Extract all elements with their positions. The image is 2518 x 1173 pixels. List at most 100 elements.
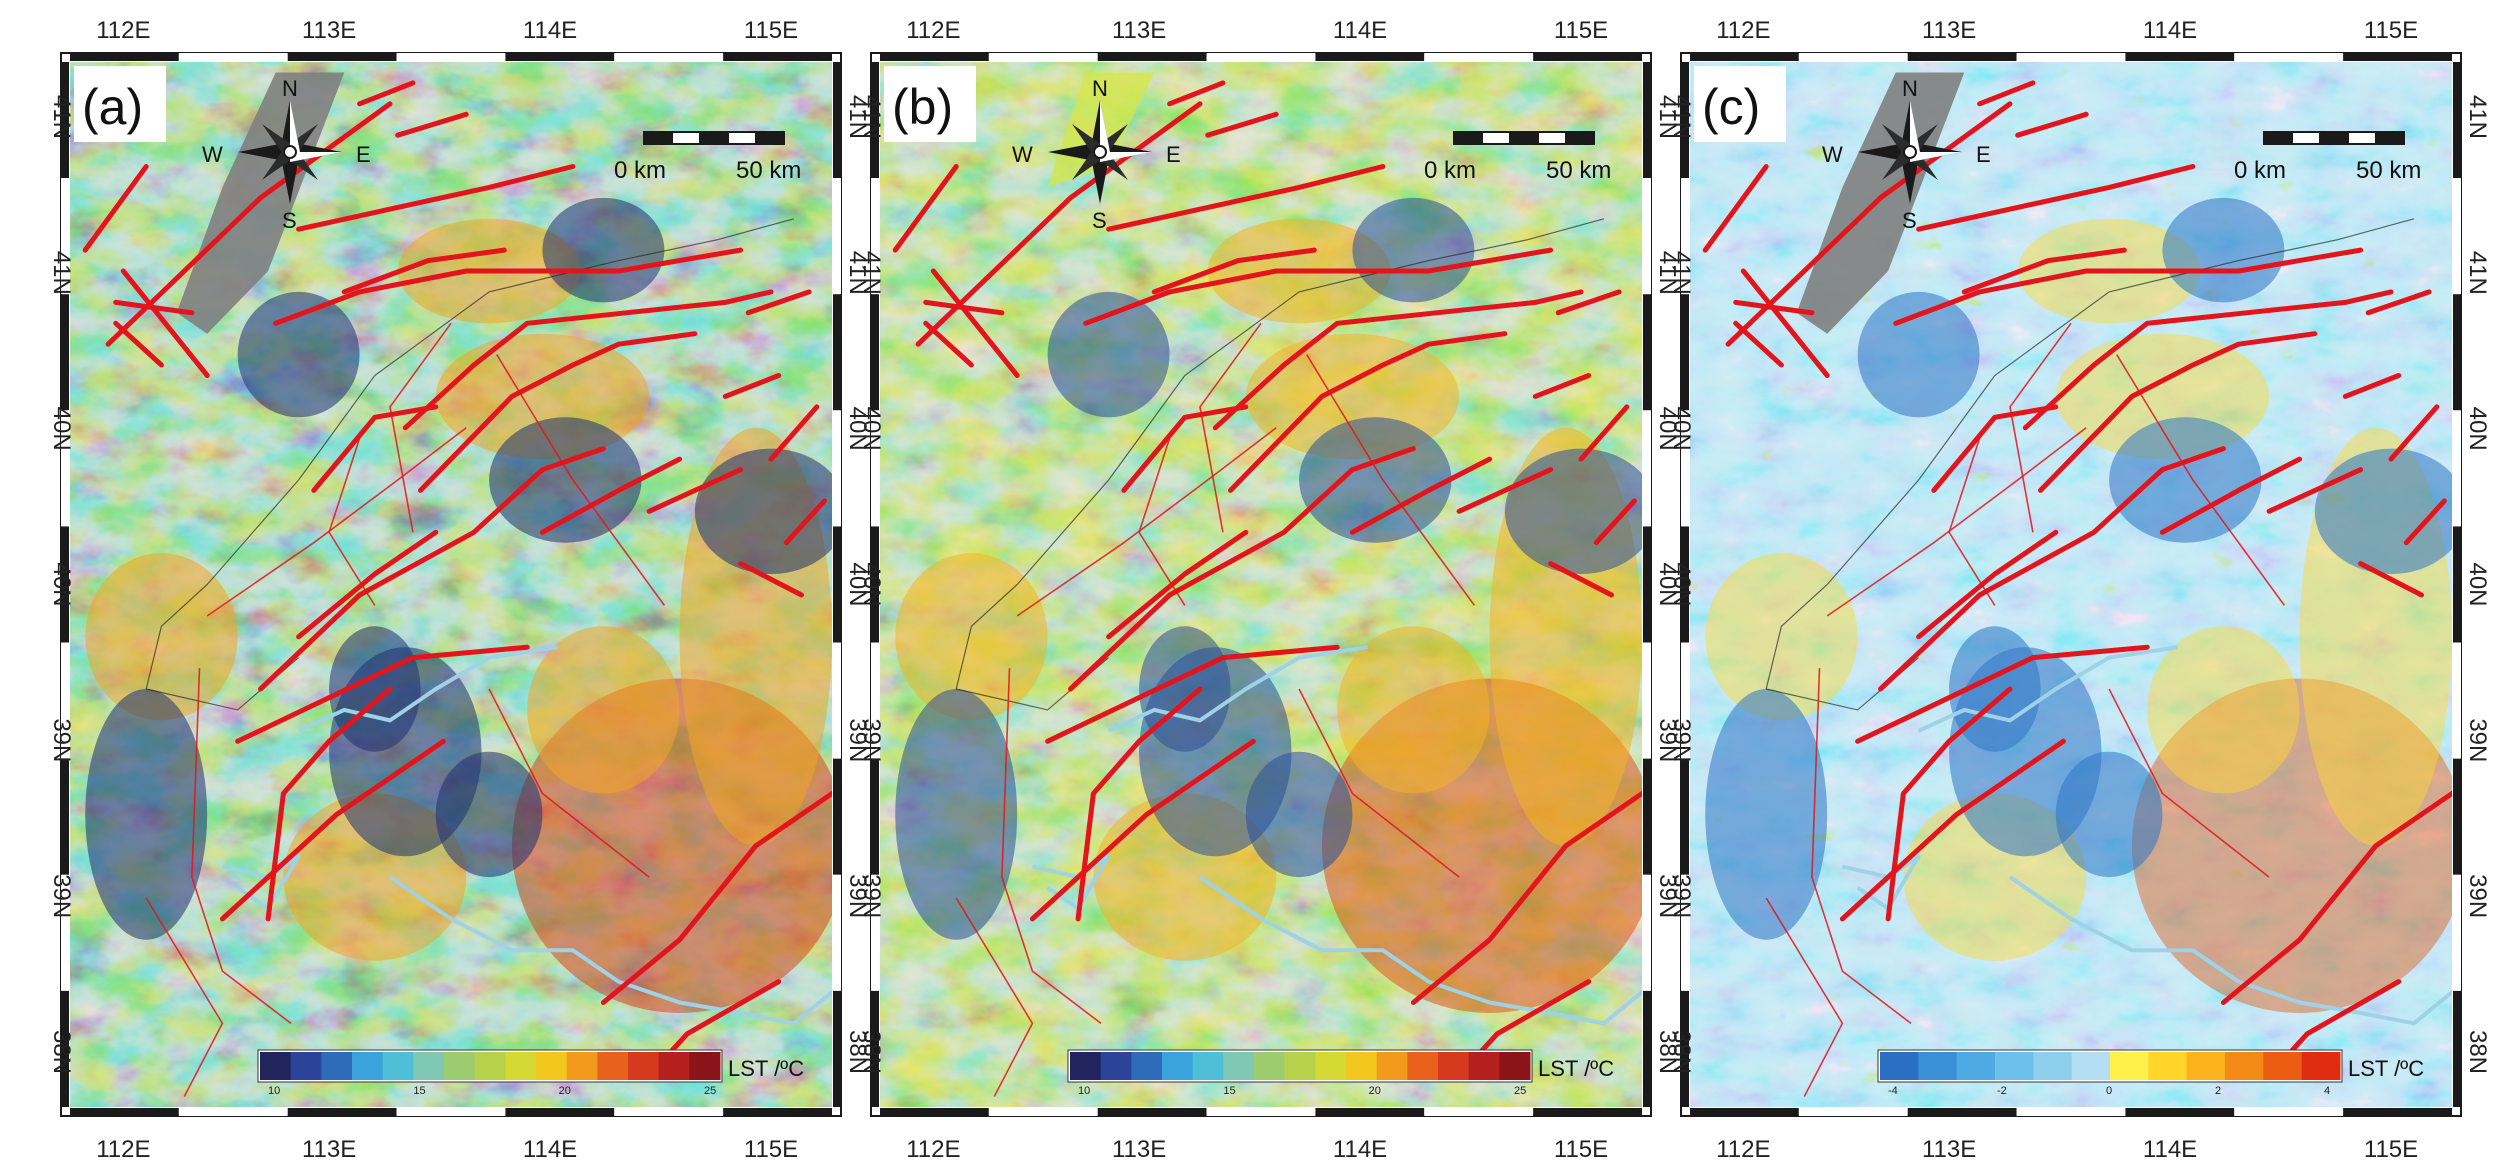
legend-swatch [474,1052,506,1080]
fault-line [1228,331,1508,493]
frame-tick-bottom [396,1108,506,1116]
legend-swatch [658,1052,690,1080]
x-axis-label-bottom: 115E [1554,1136,1608,1163]
minor-fault [145,897,224,1097]
frame-tick-top [614,53,724,61]
fault-line [113,299,195,316]
fault-line [1740,268,1830,378]
fault-line [395,111,469,138]
x-axis-label-top: 113E [1922,17,1976,44]
x-axis-label-bottom: 112E [906,1136,960,1163]
legend-swatch [2225,1052,2264,1080]
legend-swatch [1346,1052,1378,1080]
x-axis-label-bottom: 113E [302,1136,356,1163]
fault-line [2365,289,2432,316]
frame-tick-bottom [1690,1108,1799,1116]
minor-fault [2108,688,2270,878]
legend-swatch [352,1052,384,1080]
minor-fault [328,437,376,606]
fault-line [1878,446,2226,692]
basin-boundary [970,218,1605,627]
scale-segment [1509,131,1539,145]
scale-end-label: 50 km [1546,157,1611,184]
lst-legend: LST /ºC 10 15 20 25 [1067,1049,1614,1097]
frame-tick-right [2453,410,2461,527]
map-raster [1690,62,2452,1107]
x-axis-label-top: 112E [96,17,150,44]
frame-tick-bottom [2016,1108,2126,1116]
fault-line [1839,738,2066,922]
frame-tick-left [871,410,879,527]
fault-line [539,456,683,535]
y-axis-label-left: 40N [858,562,885,606]
y-axis-label-right: 41N [1654,95,1681,139]
legend-tick-label: 2 [2215,1085,2221,1097]
legend-swatch [1468,1052,1500,1080]
compass-north-label: N [1092,76,1108,101]
compass-rose-icon: N S E W [202,76,371,233]
minor-fault [496,354,666,606]
frame-tick-right [833,990,841,1107]
legend-swatch [1070,1052,1102,1080]
fault-line [2403,498,2447,546]
frame-tick-top [2343,53,2452,61]
river-line [1107,645,1368,733]
compass-west-label: W [1012,142,1033,167]
frame-tick-left [61,526,69,643]
legend-swatch [2263,1052,2303,1080]
frame-tick-bottom [723,1108,832,1116]
fault-line [1893,247,2364,326]
frame-tick-left [871,990,879,1107]
frame-tick-right [833,178,841,295]
minor-fault [1298,688,1460,878]
scale-segment [1537,131,1567,145]
frame-tick-top [2016,53,2126,61]
compass-rose-icon: N S E W [1822,76,1991,233]
frame-tick-right [1643,758,1651,875]
frame-tick-left [871,642,879,759]
frame-tick-right [833,874,841,991]
frame-tick-left [871,874,879,991]
panel-label: (c) [1702,79,1760,135]
cold-zone [1245,751,1353,878]
scale-bar: 0 km 50 km [2234,131,2421,184]
frame-tick-left [61,178,69,295]
frame-tick-right [2453,294,2461,411]
fault-line [418,331,698,493]
fault-line [357,80,416,107]
river-line [297,645,558,733]
cold-zone [1857,291,1980,418]
fault-line [1977,80,2036,107]
frame-tick-right [1643,62,1651,179]
legend-swatch [2033,1052,2073,1080]
panel-label: (b) [892,79,953,135]
y-axis-label-left: 41N [48,95,75,139]
frame-tick-top [178,53,288,61]
fault-line [1075,686,1203,922]
compass-center [1093,145,1107,159]
panel-label-box [1694,66,1786,142]
fault-line [120,268,210,378]
frame-tick-right [1643,990,1651,1107]
fault-line [1855,644,2150,744]
legend-swatch [536,1052,568,1080]
fault-line [2022,289,2394,431]
y-axis-label-left: 40N [48,562,75,606]
compass-center [283,145,297,159]
fault-line [341,247,507,295]
frame-tick-bottom [1206,1108,1316,1116]
fault-line [113,320,164,368]
fault-line [722,373,782,399]
fault-line [783,498,827,546]
scale-segment [1481,131,1511,145]
compass-east-label: E [1166,142,1181,167]
frame-tick-bottom [287,1108,397,1116]
minor-fault [1948,437,1996,606]
cold-zone [489,417,642,543]
legend-title: LST /ºC [728,1056,804,1081]
x-axis-label-top: 115E [744,17,798,44]
minor-fault [1765,897,1844,1097]
fault-line [600,791,832,1005]
scale-segment [643,131,673,145]
frame-tick-top [988,53,1098,61]
